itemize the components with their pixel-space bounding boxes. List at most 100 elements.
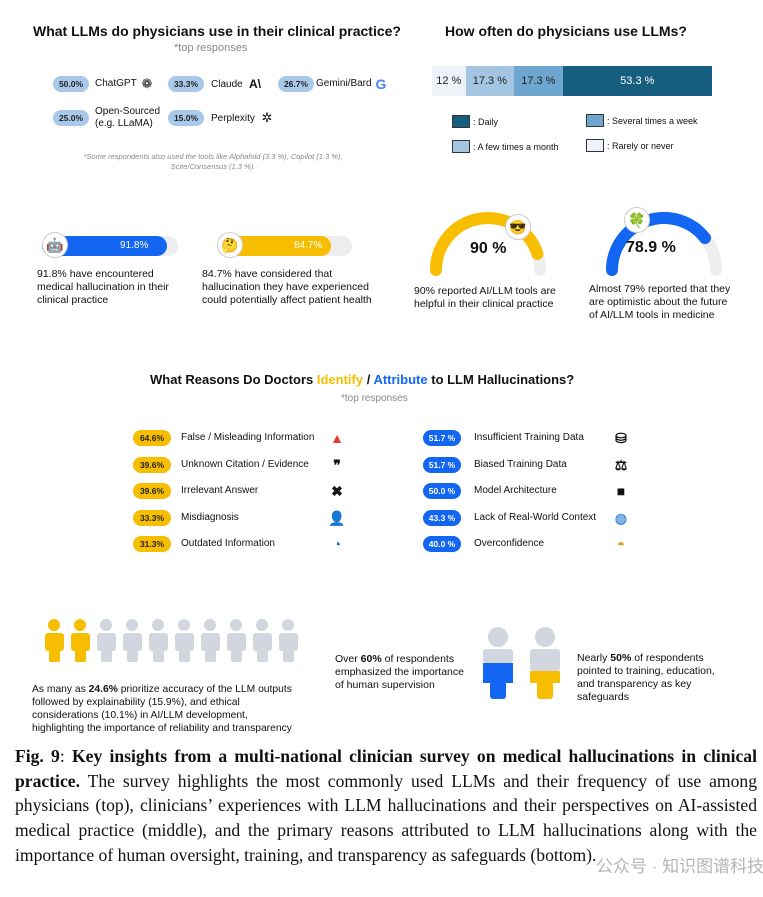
- frequency-segment: 53.3 %: [562, 66, 712, 96]
- person-icon: [227, 619, 246, 662]
- llms-title: What LLMs do physicians use in their cli…: [33, 23, 401, 39]
- t: Over: [335, 653, 361, 665]
- people-chart: [45, 619, 298, 662]
- line: highlighting the importance of reliabili…: [32, 723, 292, 734]
- t: of respondents: [631, 652, 704, 664]
- sunglasses-face-icon: 😎: [505, 214, 531, 240]
- line: safeguards: [577, 691, 629, 703]
- legend-swatch-weekly: [586, 114, 604, 127]
- reason-label: Insufficient Training Data: [474, 432, 584, 443]
- title-identify: Identify: [316, 372, 364, 387]
- clock-icon: ◔: [332, 536, 342, 552]
- person-icon: [123, 619, 142, 662]
- reason-pct-badge: 50.0 %: [423, 483, 461, 499]
- person-icon: [201, 619, 220, 662]
- safeguards-text: Nearly 50% of respondents pointed to tra…: [577, 652, 715, 704]
- google-icon: G: [375, 76, 387, 92]
- frequency-segment: 17.3 %: [465, 66, 515, 96]
- two-people-icon: [483, 627, 560, 699]
- reason-pct-badge: 43.3 %: [423, 510, 461, 526]
- openai-icon: ❁: [141, 76, 153, 91]
- x-icon: ✖: [331, 482, 343, 499]
- reason-pct-badge: 31.3%: [133, 536, 171, 552]
- line: are optimistic about the future: [589, 296, 728, 308]
- legend-label: : Daily: [473, 117, 499, 127]
- reason-pct-badge: 64.6%: [133, 430, 171, 446]
- watermark: 公众号 · 知识图谱科技: [596, 857, 763, 876]
- pct-badge: 33.3%: [168, 76, 204, 92]
- line: of human supervision: [335, 679, 435, 691]
- health-bar-track: [218, 236, 352, 256]
- line: and transparency as key: [577, 678, 692, 690]
- reason-label: Biased Training Data: [474, 459, 567, 470]
- reason-label: Overconfidence: [474, 538, 545, 549]
- line: helpful in their clinical practice: [414, 298, 554, 310]
- frequency-segment: 17.3 %: [514, 66, 563, 96]
- llm-label: Claude: [211, 79, 243, 90]
- quote-icon: ❞: [333, 456, 341, 473]
- hallucination-bar-track: [42, 236, 178, 256]
- person-icon: [45, 619, 64, 662]
- clover-icon: 🍀: [624, 207, 650, 233]
- reason-label: Misdiagnosis: [181, 512, 239, 523]
- stat-text-0: 91.8% have encountered medical hallucinat…: [37, 268, 169, 307]
- black-box-icon: ■: [616, 483, 626, 499]
- health-bar-fill: [218, 236, 332, 256]
- scale-icon: ⚖: [614, 456, 628, 473]
- llm-label: ChatGPT: [95, 78, 137, 89]
- stat-text-2: 90% reported AI/LLM tools are helpful in …: [414, 285, 556, 311]
- accuracy-text: As many as 24.6% prioritize accuracy of …: [32, 683, 292, 735]
- line: Over 60% of respondents: [335, 653, 464, 666]
- globe-icon: ◍: [614, 509, 628, 526]
- t: 24.6%: [88, 684, 118, 695]
- pct-badge: 50.0%: [53, 76, 89, 92]
- reason-label: Outdated Information: [181, 538, 275, 549]
- note-line: Scite/Consensus (1.3 %).: [170, 162, 256, 171]
- note-line: *Some respondents also used the tools li…: [83, 152, 343, 161]
- person-icon: [253, 619, 272, 662]
- t: :: [59, 746, 72, 766]
- warning-icon: ▲: [330, 430, 344, 446]
- reason-pct-badge: 51.7 %: [423, 430, 461, 446]
- t: As many as: [32, 684, 89, 695]
- legend-label: : Several times a week: [607, 116, 698, 126]
- llm-label: Gemini/Bard: [316, 78, 372, 89]
- t: Nearly: [577, 652, 611, 664]
- perplexity-icon: ✲: [261, 110, 273, 125]
- legend-swatch-rarely: [586, 139, 604, 152]
- caption-text: The survey highlights the most commonly …: [15, 770, 757, 865]
- reason-label: Lack of Real-World Context: [474, 512, 597, 523]
- fig-label: Fig. 9: [15, 746, 60, 766]
- reason-label: Model Architecture: [474, 485, 557, 496]
- line: hallucination they have experienced: [202, 281, 369, 293]
- gauge-fill: [430, 212, 544, 276]
- llms-subtitle: *top responses: [174, 42, 248, 54]
- freq-title: How often do physicians use LLMs?: [445, 23, 687, 39]
- legend-label: : Rarely or never: [607, 141, 674, 151]
- legend-label: : A few times a month: [473, 142, 559, 152]
- reason-pct-badge: 39.6%: [133, 457, 171, 473]
- reason-label: False / Misleading Information: [181, 432, 315, 443]
- frequency-segment: 12 %: [432, 66, 466, 96]
- reason-pct-badge: 40.0 %: [423, 536, 461, 552]
- pct-badge: 26.7%: [278, 76, 314, 92]
- reason-label: Irrelevant Answer: [181, 485, 259, 496]
- figure-caption: Fig. 9: Key insights from a multi-nation…: [15, 744, 757, 868]
- title-attribute: Attribute: [373, 372, 428, 387]
- helpful-gauge: [430, 212, 546, 276]
- robot-icon: 🤖: [42, 232, 68, 258]
- caption-bold: Key insights from a multi-national clini…: [15, 746, 757, 791]
- t: of respondents: [381, 653, 455, 665]
- database-x-icon: ⛁: [615, 429, 627, 446]
- title-part: /: [363, 372, 374, 387]
- llm-label: Perplexity: [211, 113, 255, 124]
- reason-pct-badge: 51.7 %: [423, 457, 461, 473]
- user-alert-icon: 👤: [328, 509, 346, 526]
- person-icon: [71, 619, 90, 662]
- line: medical hallucination in their: [37, 281, 169, 293]
- llm-label-2: (e.g. LLaMA): [95, 118, 153, 129]
- title-part: to LLM Hallucinations?: [427, 372, 575, 387]
- line: emphasized the importance: [335, 666, 464, 678]
- stat-text-3: Almost 79% reported that they are optimis…: [589, 283, 730, 322]
- gauge-value: 78.9 %: [626, 239, 676, 256]
